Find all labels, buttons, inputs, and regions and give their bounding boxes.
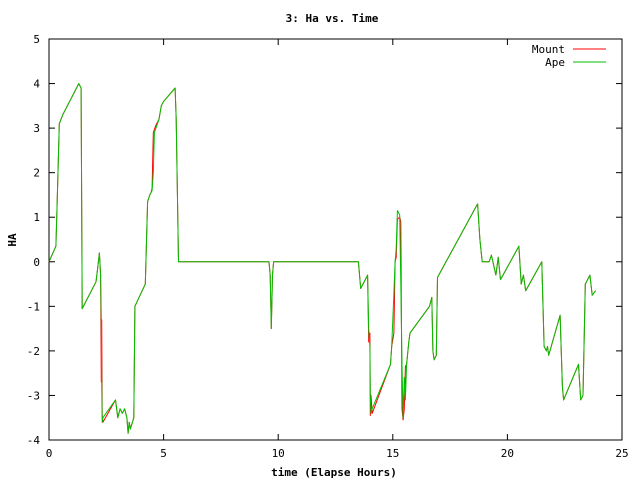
y-tick-label: -1 xyxy=(27,300,40,313)
y-tick-label: 1 xyxy=(33,211,40,224)
x-tick-label: 10 xyxy=(272,447,285,460)
x-tick-label: 20 xyxy=(501,447,514,460)
y-tick-label: -2 xyxy=(27,345,40,358)
legend-label-mount: Mount xyxy=(532,43,565,56)
plot-frame xyxy=(48,38,623,441)
y-tick-label: 3 xyxy=(33,122,40,135)
y-tick-label: 4 xyxy=(33,78,40,91)
y-axis-title: HA xyxy=(6,233,19,247)
chart-title: 3: Ha vs. Time xyxy=(286,12,379,25)
x-axis-title: time (Elapse Hours) xyxy=(271,466,397,479)
y-tick-label: -3 xyxy=(27,389,40,402)
y-tick-label: 2 xyxy=(33,167,40,180)
series-line-mount xyxy=(48,83,596,434)
y-tick-label: -4 xyxy=(27,434,41,447)
y-tick-label: 0 xyxy=(33,256,40,269)
series-line-ape xyxy=(48,83,596,434)
axis-ticks: 0 5 10 15 20 25 -4 -3 -2 -1 0 1 2 3 4 5 xyxy=(27,33,629,460)
plot-area xyxy=(48,38,623,441)
y-tick-label: 5 xyxy=(33,33,40,46)
x-tick-label: 15 xyxy=(386,447,399,460)
x-tick-label: 25 xyxy=(615,447,628,460)
legend-label-ape: Ape xyxy=(545,56,565,69)
x-tick-label: 5 xyxy=(160,447,167,460)
x-tick-label: 0 xyxy=(46,447,53,460)
